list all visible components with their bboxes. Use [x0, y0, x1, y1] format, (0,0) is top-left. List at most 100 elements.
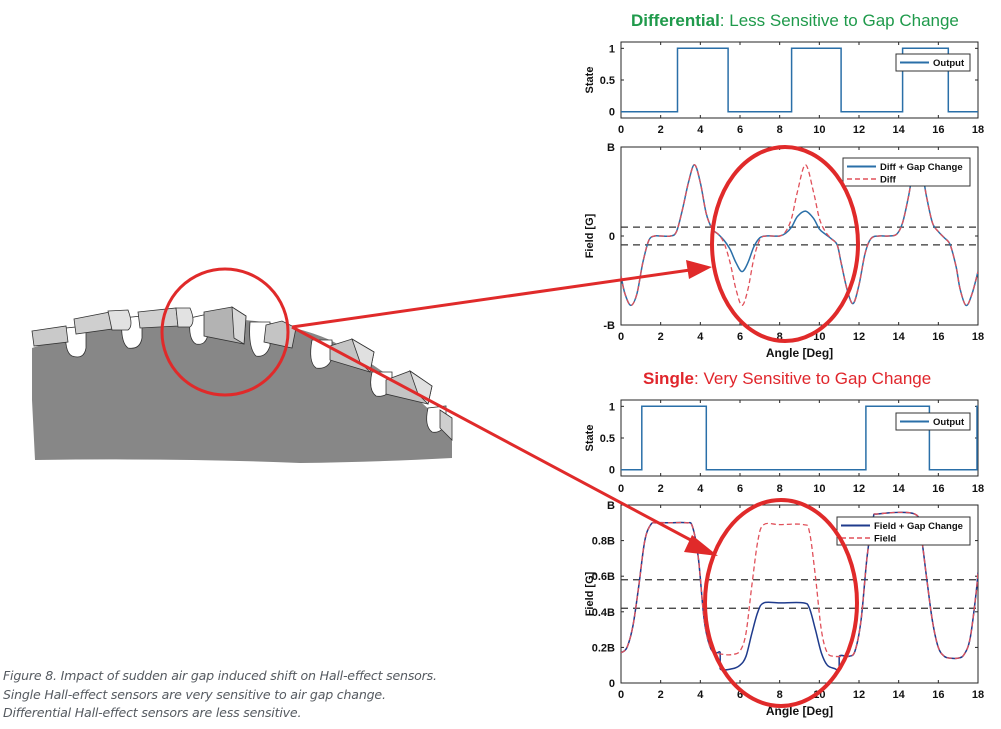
x-tick-label: 10 — [813, 124, 825, 136]
gear-highlight-circle — [160, 267, 290, 397]
plot-axes — [620, 41, 979, 119]
gear-illustration — [31, 306, 453, 463]
y-tick-label: 0.4B — [592, 607, 615, 619]
single-title-bold: Single — [643, 369, 695, 388]
x-tick-label: 16 — [932, 331, 944, 343]
legend-entry: Diff — [880, 175, 897, 186]
x-tick-label: 12 — [853, 483, 865, 495]
caption-line-2: Single Hall-effect sensors are very sens… — [3, 686, 386, 702]
x-tick-label: 16 — [932, 689, 944, 701]
x-axis-label: Angle [Deg] — [766, 346, 833, 360]
y-tick-label: 0 — [609, 231, 615, 243]
y-axis-label: State — [584, 425, 596, 452]
arrow-to-diff-head — [686, 260, 712, 279]
legend: Diff + Gap Change Diff — [842, 157, 971, 187]
x-tick-label: 14 — [893, 689, 906, 701]
arrow-to-single-line — [291, 325, 701, 547]
y-tick-label: -B — [603, 320, 615, 332]
x-tick-label: 12 — [853, 331, 865, 343]
single-highlight-ellipse — [703, 498, 859, 708]
differential-title-rest: : Less Sensitive to Gap Change — [719, 11, 959, 30]
diff-highlight-ellipse — [710, 145, 860, 343]
y-tick-label: 0.8B — [592, 536, 615, 548]
x-tick-label: 6 — [737, 483, 743, 495]
y-tick-label: 0.6B — [592, 571, 615, 583]
x-tick-label: 12 — [853, 124, 865, 136]
x-tick-label: 2 — [658, 689, 664, 701]
series-line — [621, 160, 978, 307]
x-tick-label: 18 — [972, 331, 984, 343]
x-tick-label: 14 — [893, 331, 906, 343]
x-tick-label: 2 — [658, 124, 664, 136]
gear-slots — [65, 313, 447, 433]
plot-axes — [620, 399, 979, 477]
x-tick-label: 4 — [697, 124, 704, 136]
x-tick-label: 6 — [737, 331, 743, 343]
x-tick-label: 4 — [697, 689, 704, 701]
figure-caption: Figure 8. Impact of sudden air gap induc… — [3, 667, 437, 723]
x-tick-label: 2 — [658, 483, 664, 495]
x-tick-label: 0 — [618, 689, 624, 701]
legend-entry: Field + Gap Change — [874, 521, 963, 532]
x-tick-label: 0 — [618, 331, 624, 343]
y-axis-label: Field [G] — [584, 213, 596, 258]
caption-line-1: Figure 8. Impact of sudden air gap induc… — [3, 668, 437, 683]
x-tick-label: 8 — [777, 689, 783, 701]
differential-title-bold: Differential — [631, 11, 720, 30]
series-line — [621, 511, 978, 672]
diff-state-plot: 0 2 4 6 8 10 12 14 16 18 0 0.5 1 State Output — [584, 41, 984, 136]
x-tick-label: 0 — [618, 124, 624, 136]
y-tick-label: 0.2B — [592, 642, 615, 654]
x-tick-label: 4 — [697, 483, 704, 495]
x-tick-label: 6 — [737, 689, 743, 701]
series-line — [621, 405, 978, 471]
legend: Output — [895, 412, 971, 431]
x-tick-label: 18 — [972, 689, 984, 701]
series-line — [621, 47, 978, 113]
x-tick-label: 16 — [932, 124, 944, 136]
y-tick-label: B — [607, 142, 615, 154]
y-tick-label: 0 — [609, 678, 615, 690]
y-axis-label: Field [G] — [584, 571, 596, 616]
x-tick-label: 2 — [658, 331, 664, 343]
y-tick-label: 0.5 — [600, 75, 615, 87]
legend-entry: Output — [933, 58, 965, 69]
x-tick-label: 6 — [737, 124, 743, 136]
y-tick-label: B — [607, 500, 615, 512]
y-tick-label: 0 — [609, 107, 615, 119]
x-tick-label: 4 — [697, 331, 704, 343]
y-tick-label: 1 — [609, 401, 615, 413]
legend-entry: Output — [933, 417, 965, 428]
single-state-plot: 0 2 4 6 8 10 12 14 16 18 0 0.5 1 State Output — [584, 399, 984, 495]
legend-entry: Field — [874, 534, 896, 545]
arrow-to-diff-line — [291, 268, 691, 329]
x-tick-label: 8 — [777, 124, 783, 136]
y-tick-label: 0 — [609, 465, 615, 477]
legend-entry: Diff + Gap Change — [880, 162, 963, 173]
x-tick-label: 8 — [777, 483, 783, 495]
y-tick-label: 0.5 — [600, 433, 615, 445]
annotations — [160, 145, 860, 708]
x-tick-label: 0 — [618, 483, 624, 495]
x-tick-label: 18 — [972, 124, 984, 136]
x-tick-label: 8 — [777, 331, 783, 343]
y-tick-label: 1 — [609, 43, 615, 55]
arrow-to-single-head — [684, 535, 718, 556]
x-tick-label: 14 — [893, 483, 906, 495]
y-axis-label: State — [584, 67, 596, 94]
legend: Field + Gap Change Field — [836, 516, 971, 546]
differential-title: Differential: Less Sensitive to Gap Chan… — [631, 11, 959, 31]
caption-line-3: Differential Hall-effect sensors are les… — [3, 705, 302, 720]
x-tick-label: 14 — [893, 124, 906, 136]
x-tick-label: 16 — [932, 483, 944, 495]
x-tick-label: 10 — [813, 483, 825, 495]
single-title: Single: Very Sensitive to Gap Change — [643, 369, 931, 389]
x-tick-label: 18 — [972, 483, 984, 495]
series-line — [621, 511, 978, 660]
legend: Output — [895, 53, 971, 72]
x-tick-label: 12 — [853, 689, 865, 701]
